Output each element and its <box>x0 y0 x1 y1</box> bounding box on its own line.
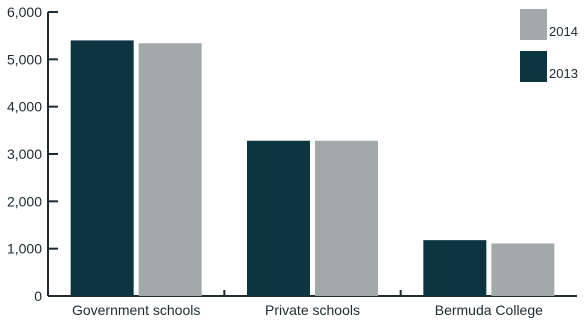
y-tick-label: 2,000 <box>7 193 42 209</box>
bar-2014-0 <box>138 43 202 296</box>
bar-2013-2 <box>423 240 487 296</box>
x-category-label: Bermuda College <box>435 302 543 318</box>
bars <box>70 40 555 297</box>
x-axis-categories: Government schools Private schools Bermuda… <box>72 302 543 318</box>
bar-2014-1 <box>315 140 378 296</box>
y-tick-label: 3,000 <box>7 146 42 162</box>
bar-2013-0 <box>70 40 134 297</box>
bar-2014-2 <box>491 243 555 296</box>
x-category-label: Private schools <box>265 302 360 318</box>
y-tick-label: 4,000 <box>7 99 42 115</box>
legend: 2014 2013 <box>520 9 578 82</box>
legend-swatch-2014 <box>520 9 547 40</box>
y-tick-label: 5,000 <box>7 51 42 67</box>
legend-label-2014: 2014 <box>549 24 578 39</box>
y-tick-label: 1,000 <box>7 241 42 257</box>
y-tick-label: 6,000 <box>7 4 42 20</box>
bar-2013-1 <box>247 140 310 296</box>
y-tick-label: 0 <box>34 288 42 304</box>
x-category-label: Government schools <box>72 302 200 318</box>
legend-swatch-2013 <box>520 51 547 82</box>
y-axis-ticks: 0 1,000 2,000 3,000 4,000 5,000 6,000 <box>7 4 58 304</box>
legend-label-2013: 2013 <box>549 66 578 81</box>
